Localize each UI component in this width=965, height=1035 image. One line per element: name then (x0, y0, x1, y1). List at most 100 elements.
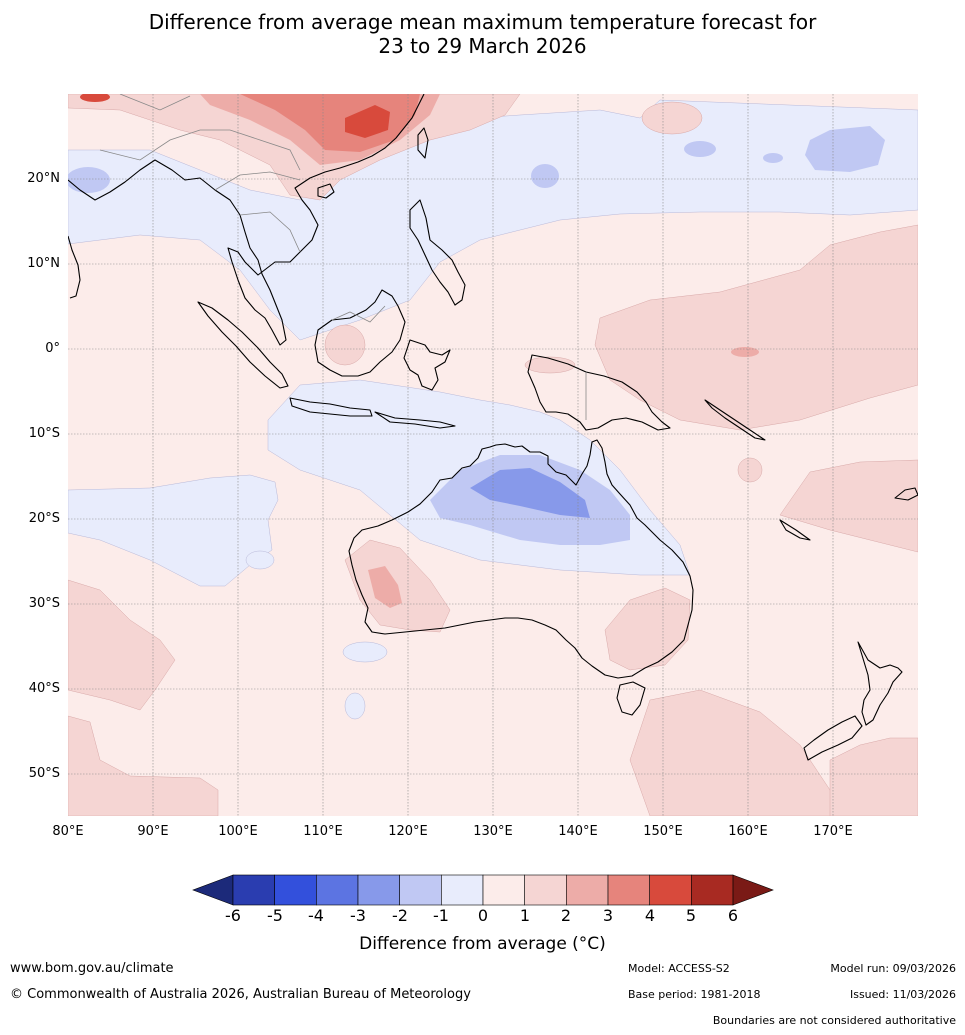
colorbar-bin (691, 874, 734, 906)
coastline-nusa-tenggara (374, 411, 456, 429)
lat-label: 10°S (28, 426, 60, 441)
graticule (68, 94, 918, 816)
anomaly-1-2-patch (737, 457, 763, 483)
colorbar-bin (524, 874, 567, 906)
model-run-date: Model run: 09/03/2026 (830, 962, 956, 975)
lon-label: 130°E (473, 824, 513, 839)
colorbar-bin (482, 874, 525, 906)
base-period: Base period: 1981-2018 (628, 988, 761, 1001)
coastline-sumatra (197, 301, 289, 389)
coastline-hainan (317, 183, 335, 199)
asia-border (119, 94, 191, 111)
lat-label: 0° (45, 341, 60, 356)
website-link[interactable]: www.bom.gov.au/climate (10, 961, 174, 976)
map-subtitle: 23 to 29 March 2026 (378, 34, 587, 58)
lon-label: 150°E (643, 824, 683, 839)
asia-border (214, 171, 301, 191)
issued-date: Issued: 11/03/2026 (849, 988, 956, 1001)
lat-label: 30°S (28, 596, 60, 611)
colorbar-bin (649, 874, 692, 906)
anomaly-minus2-pacific (805, 126, 885, 172)
colorbar-tick: -2 (392, 906, 408, 925)
colorbar-tick: -4 (308, 906, 324, 925)
colorbar-tick: -5 (267, 906, 283, 925)
colorbar-bin (399, 874, 442, 906)
colorbar-tick: 6 (727, 906, 739, 925)
anomaly-minus1-patch (245, 550, 275, 570)
anomaly-1-2-patch (324, 324, 366, 366)
anomaly-1-2-patch (641, 101, 703, 135)
colorbar-tick: 5 (685, 906, 697, 925)
lat-label: 40°S (28, 681, 60, 696)
anomaly-minus2-patch (763, 153, 783, 163)
colorbar-arrow-low (192, 874, 234, 906)
colorbar-bin (607, 874, 651, 906)
coastline-taiwan (417, 127, 429, 159)
colorbar-tick: 4 (644, 906, 656, 925)
map-fill-layer (68, 94, 918, 816)
anomaly-1-2-southern-ocean (68, 715, 219, 816)
colorbar (192, 874, 774, 906)
colorbar-bin (232, 874, 275, 906)
asia-border (99, 129, 301, 171)
anomaly-minus2-patch (531, 164, 559, 188)
coastline-mainland-asia (68, 94, 425, 346)
anomaly-4-5-patch (80, 94, 110, 102)
coastline-new-guinea (527, 354, 671, 431)
colorbar-tick: 0 (477, 906, 489, 925)
colorbar-tick: 3 (602, 906, 614, 925)
coastline-borneo (314, 289, 406, 377)
lat-label: 20°N (27, 171, 60, 186)
anomaly-4-5-china (345, 105, 390, 138)
anomaly-minus1-patch (342, 641, 388, 663)
colorbar-bin (274, 874, 317, 906)
lon-label: 160°E (728, 824, 768, 839)
lon-label: 110°E (303, 824, 343, 839)
lon-label: 170°E (813, 824, 853, 839)
model-name: Model: ACCESS-S2 (628, 962, 730, 975)
coastline-solomons (704, 399, 766, 441)
coastline-java (289, 397, 373, 417)
coastline-australia (348, 439, 694, 679)
lat-label: 50°S (28, 766, 60, 781)
colorbar-arrow-high (732, 874, 774, 906)
lon-label: 140°E (558, 824, 598, 839)
anomaly-1-2-south-pacific (779, 459, 918, 553)
anomaly-1-2-indian-ocean (68, 579, 176, 711)
lon-label: 90°E (137, 824, 169, 839)
colorbar-tick: -6 (225, 906, 241, 925)
coastline-new-caledonia (779, 519, 811, 541)
coastline-philippines (409, 199, 466, 306)
colorbar-bin (316, 874, 359, 906)
coastline-sulawesi (403, 339, 451, 391)
coastlines (68, 94, 918, 761)
asia-border (239, 211, 301, 253)
anomaly-minus2-patch (68, 167, 110, 193)
anomaly-2-3-west-australia (368, 566, 402, 608)
boundary-disclaimer: Boundaries are not considered authoritat… (712, 1014, 956, 1027)
lon-label: 100°E (218, 824, 258, 839)
country-boundaries (99, 94, 587, 420)
anomaly-2-3-patch (731, 347, 759, 357)
map-title: Difference from average mean maximum tem… (148, 10, 817, 34)
anomaly-minus2-patch (684, 141, 716, 157)
anomaly-1-2-east-australia (604, 587, 691, 671)
colorbar-tick: -1 (433, 906, 449, 925)
anomaly-minus3-australia (470, 468, 590, 518)
copyright-text: © Commonwealth of Australia 2026, Austra… (10, 987, 471, 1002)
colorbar-bin (566, 874, 609, 906)
coastline-india (68, 235, 81, 299)
colorbar-tick: 2 (560, 906, 572, 925)
anomaly-1-2-west-pacific (594, 224, 918, 431)
colorbar-tick: -3 (350, 906, 366, 925)
lon-label: 120°E (388, 824, 428, 839)
borneo-border (331, 305, 386, 323)
lat-label: 10°N (27, 256, 60, 271)
lat-label: 20°S (28, 511, 60, 526)
coastline-fiji (894, 487, 918, 501)
colorbar-bin (441, 874, 484, 906)
coastline-nz-north (857, 641, 903, 726)
coastline-nz-south (803, 715, 863, 761)
lon-label: 80°E (52, 824, 84, 839)
